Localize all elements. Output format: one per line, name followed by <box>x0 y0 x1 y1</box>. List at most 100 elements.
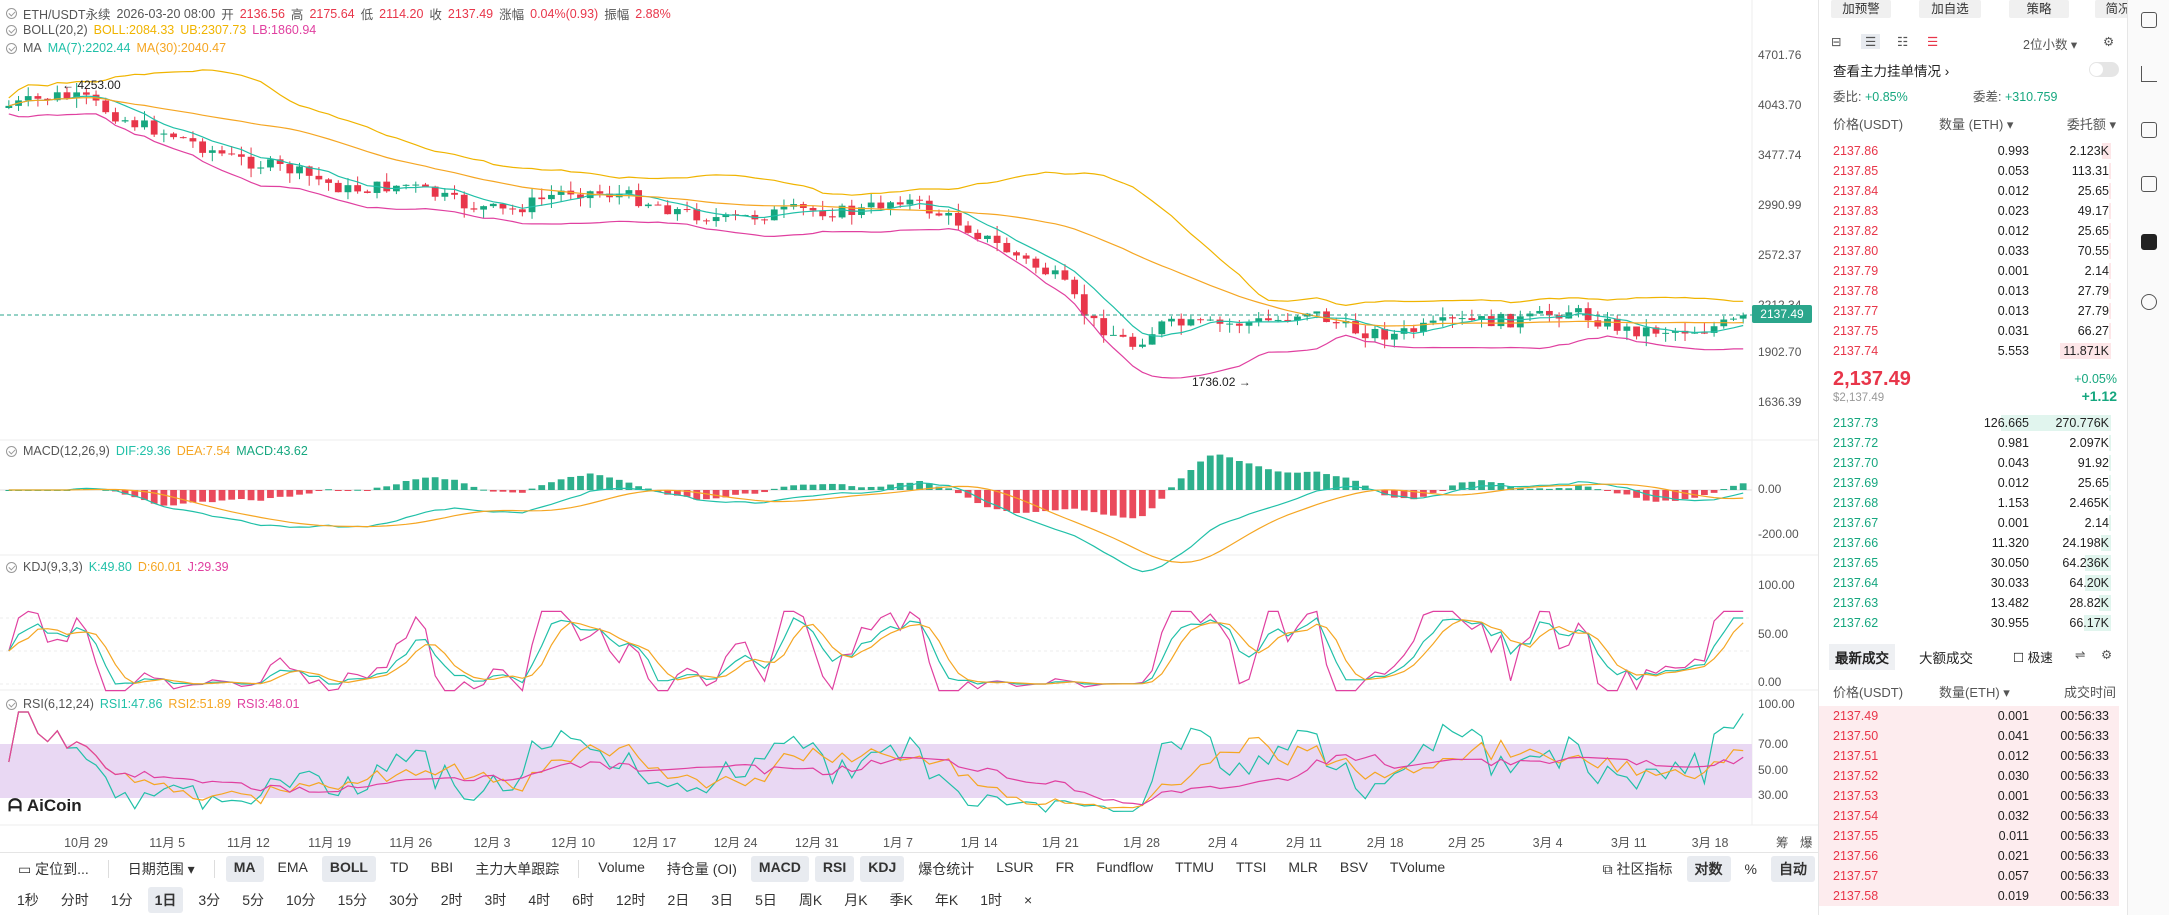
ma-name[interactable]: MA <box>23 41 42 55</box>
sub-indicator-item[interactable]: TTSI <box>1236 858 1267 875</box>
timeframe-1[interactable]: 分时 <box>60 891 89 908</box>
dollar-icon[interactable] <box>2141 12 2157 28</box>
fast-checkbox[interactable]: ☐ 极速 <box>2013 651 2053 665</box>
main-indicator-boll[interactable]: BOLL <box>321 855 376 882</box>
ask-row[interactable]: 2137.74 5.553 11.871K <box>1819 341 2119 361</box>
top-button-0[interactable]: 加预警 <box>1831 0 1891 18</box>
trade-row[interactable]: 2137.54 0.032 00:56:33 <box>1819 806 2119 826</box>
sub-indicator-item[interactable]: 爆仓统计 <box>918 860 975 877</box>
top-button-1[interactable]: 加自选 <box>1919 0 1981 18</box>
auto-scale-button[interactable]: 自动 <box>1771 855 1815 882</box>
sub-indicator-item[interactable]: 持仓量 (OI) <box>666 860 737 877</box>
collapse-icon[interactable] <box>6 8 17 19</box>
macd-name[interactable]: MACD(12,26,9) <box>23 444 110 458</box>
timeframe-6[interactable]: 10分 <box>285 891 316 908</box>
boll-name[interactable]: BOLL(20,2) <box>23 23 88 37</box>
chart-area[interactable]: ETH/USDT永续 2026-03-20 08:00 开 2136.56 高 21… <box>0 0 1818 850</box>
timeframe-18[interactable]: 月K <box>844 891 868 908</box>
ask-row[interactable]: 2137.80 0.033 70.55 <box>1819 241 2119 261</box>
bid-row[interactable]: 2137.73 126.665 270.776K <box>1819 413 2119 433</box>
bid-row[interactable]: 2137.65 30.050 64.236K <box>1819 553 2119 573</box>
bid-row[interactable]: 2137.72 0.981 2.097K <box>1819 433 2119 453</box>
bid-row[interactable]: 2137.70 0.043 91.92 <box>1819 453 2119 473</box>
timeframe-11[interactable]: 4时 <box>528 891 551 908</box>
main-indicator-主力大单跟踪[interactable]: 主力大单跟踪 <box>475 860 560 877</box>
timeframe-13[interactable]: 12时 <box>615 891 646 908</box>
percent-button[interactable]: % <box>1744 860 1757 877</box>
ask-row[interactable]: 2137.75 0.031 66.27 <box>1819 321 2119 341</box>
timeframe-9[interactable]: 2时 <box>440 891 463 908</box>
timeframe-0[interactable]: 1秒 <box>17 891 39 908</box>
trade-row[interactable]: 2137.50 0.041 00:56:33 <box>1819 726 2119 746</box>
clock-icon[interactable] <box>2141 294 2157 310</box>
bid-row[interactable]: 2137.63 13.482 28.82K <box>1819 593 2119 613</box>
sub-indicator-item[interactable]: RSI <box>814 855 855 882</box>
ask-row[interactable]: 2137.86 0.993 2.123K <box>1819 141 2119 161</box>
axis-corner[interactable]: 筹 爆 <box>1776 832 1813 851</box>
col-qty[interactable]: 数量 (ETH) ▾ <box>1939 117 2014 132</box>
ask-row[interactable]: 2137.82 0.012 25.65 <box>1819 221 2119 241</box>
timeframe-4[interactable]: 3分 <box>198 891 221 908</box>
main-indicator-td[interactable]: TD <box>389 858 409 875</box>
liquidation-toggle[interactable]: 爆 <box>1800 836 1813 850</box>
log-scale-button[interactable]: 对数 <box>1686 855 1731 882</box>
timeframe-21[interactable]: 1时 <box>980 891 1003 908</box>
timeframe-16[interactable]: 5日 <box>755 891 777 908</box>
timeframe-2[interactable]: 1分 <box>110 891 133 908</box>
bid-row[interactable]: 2137.62 30.955 66.17K <box>1819 613 2119 633</box>
settings-gear-icon[interactable]: ⚙ <box>2103 35 2115 49</box>
col-total[interactable]: 委托额 ▾ <box>2066 117 2116 132</box>
ask-row[interactable]: 2137.79 0.001 2.14 <box>1819 261 2119 281</box>
layout-depth-icon[interactable]: ☰ <box>1927 35 1939 49</box>
sub-indicator-item[interactable]: Fundflow <box>1096 858 1154 875</box>
monitor-icon[interactable] <box>2141 122 2157 138</box>
timeframe-12[interactable]: 6时 <box>572 891 594 908</box>
bid-row[interactable]: 2137.64 30.033 64.20K <box>1819 573 2119 593</box>
top-button-2[interactable]: 策略 <box>2009 0 2069 18</box>
layout-bids-icon[interactable]: ☷ <box>1897 35 1909 49</box>
trade-row[interactable]: 2137.58 0.019 00:56:33 <box>1819 886 2119 906</box>
robot-icon[interactable] <box>2141 234 2157 250</box>
sub-indicator-item[interactable]: MLR <box>1288 858 1318 875</box>
close-timeframe-icon[interactable]: × <box>1024 891 1033 908</box>
ask-row[interactable]: 2137.83 0.023 49.17 <box>1819 201 2119 221</box>
filter-icon[interactable]: ⇌ <box>2075 648 2086 662</box>
sub-indicator-item[interactable]: LSUR <box>996 858 1034 875</box>
trade-row[interactable]: 2137.55 0.011 00:56:33 <box>1819 826 2119 846</box>
tab-latest-trades[interactable]: 最新成交 <box>1829 644 1895 670</box>
trade-row[interactable]: 2137.52 0.030 00:56:33 <box>1819 766 2119 786</box>
timeframe-5[interactable]: 5分 <box>242 891 264 908</box>
layout-asks-icon[interactable]: ☰ <box>1861 34 1881 49</box>
main-indicator-ma[interactable]: MA <box>225 855 264 882</box>
collapse-icon[interactable] <box>6 561 17 573</box>
bid-row[interactable]: 2137.69 0.012 25.65 <box>1819 473 2119 493</box>
ask-row[interactable]: 2137.84 0.012 25.65 <box>1819 181 2119 201</box>
locate-button[interactable]: ▭ 定位到... <box>18 860 89 877</box>
timeframe-10[interactable]: 3时 <box>484 891 507 908</box>
ask-row[interactable]: 2137.78 0.013 27.79 <box>1819 281 2119 301</box>
timeframe-8[interactable]: 30分 <box>389 891 419 908</box>
trade-row[interactable]: 2137.56 0.021 00:56:33 <box>1819 846 2119 866</box>
trend-chart-icon[interactable] <box>2141 66 2157 82</box>
timeframe-7[interactable]: 15分 <box>337 891 368 908</box>
sub-indicator-item[interactable]: FR <box>1055 858 1075 875</box>
main-order-link[interactable]: 查看主力挂单情况 › <box>1833 64 1950 79</box>
timeframe-19[interactable]: 季K <box>889 891 913 908</box>
tab-large-trades[interactable]: 大额成交 <box>1919 651 1973 666</box>
sub-indicator-item[interactable]: Volume <box>598 858 645 875</box>
trade-col-qty[interactable]: 数量(ETH) ▾ <box>1939 685 2010 700</box>
sub-indicator-item[interactable]: TTMU <box>1175 858 1214 875</box>
timeframe-17[interactable]: 周K <box>798 891 823 908</box>
main-order-toggle[interactable] <box>2089 62 2119 77</box>
community-indicator-button[interactable]: ⧉ 社区指标 <box>1602 860 1673 877</box>
ask-row[interactable]: 2137.85 0.053 113.31 <box>1819 161 2119 181</box>
timeframe-20[interactable]: 年K <box>934 891 959 908</box>
trade-row[interactable]: 2137.49 0.001 00:56:33 <box>1819 706 2119 726</box>
collapse-icon[interactable] <box>6 24 17 36</box>
date-range-button[interactable]: 日期范围 ▾ <box>127 860 195 877</box>
trade-row[interactable]: 2137.57 0.057 00:56:33 <box>1819 866 2119 886</box>
main-indicator-bbi[interactable]: BBI <box>430 858 454 875</box>
kdj-name[interactable]: KDJ(9,3,3) <box>23 560 83 574</box>
timeframe-15[interactable]: 3日 <box>711 891 734 908</box>
trade-row[interactable]: 2137.51 0.012 00:56:33 <box>1819 746 2119 766</box>
